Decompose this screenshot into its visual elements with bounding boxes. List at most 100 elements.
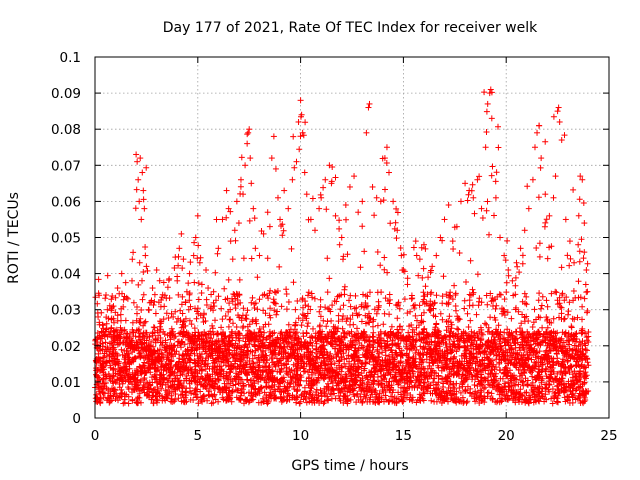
data-point <box>233 198 240 205</box>
data-point <box>145 306 152 313</box>
data-point <box>558 137 565 144</box>
y-tick-label: 0.02 <box>51 339 81 355</box>
data-point <box>137 155 144 162</box>
data-point <box>200 310 207 317</box>
data-point <box>254 274 261 281</box>
data-point <box>332 212 339 219</box>
data-point <box>104 306 111 313</box>
data-point <box>235 220 242 227</box>
data-point <box>225 205 232 212</box>
x-tick-label: 15 <box>395 428 412 444</box>
data-point <box>205 285 212 292</box>
data-point <box>133 151 140 158</box>
x-tick-label: 10 <box>292 428 309 444</box>
data-point <box>166 357 173 364</box>
data-point <box>198 281 205 288</box>
data-point <box>247 155 254 162</box>
data-point <box>531 144 538 151</box>
data-point <box>250 205 257 212</box>
data-point <box>338 234 345 241</box>
data-point <box>398 252 405 259</box>
data-point <box>542 191 549 198</box>
data-point <box>501 252 508 259</box>
data-point <box>120 364 127 371</box>
data-point <box>153 266 160 273</box>
data-point <box>316 205 323 212</box>
data-point <box>420 241 427 248</box>
data-point <box>114 285 121 292</box>
data-point <box>505 266 512 273</box>
data-point <box>529 176 536 183</box>
data-point <box>328 180 335 187</box>
data-point <box>96 292 103 299</box>
x-tick-label: 5 <box>194 428 203 444</box>
data-point <box>433 252 440 259</box>
x-axis-title: GPS time / hours <box>291 458 408 474</box>
data-point-cloud <box>92 89 592 407</box>
data-point <box>311 227 318 234</box>
tick-labels: 0 5 10 15 20 25 0 0.01 0.02 0.03 0.04 0.05 0.06 0.07 0… <box>51 50 618 444</box>
data-point <box>400 266 407 273</box>
data-point <box>579 176 586 183</box>
data-point <box>138 216 145 223</box>
data-point <box>474 176 481 183</box>
data-point <box>180 256 187 263</box>
data-point <box>178 230 185 237</box>
data-point <box>295 118 302 125</box>
y-tick-label: 0.04 <box>51 267 81 283</box>
data-point <box>538 155 545 162</box>
data-point <box>229 256 236 263</box>
data-point <box>223 187 230 194</box>
data-point <box>386 169 393 176</box>
data-point <box>215 245 222 252</box>
data-point <box>550 194 557 201</box>
data-point <box>552 173 559 180</box>
data-point <box>186 270 193 277</box>
data-point <box>363 129 370 136</box>
data-point <box>100 360 107 367</box>
data-point <box>140 187 147 194</box>
data-point <box>246 126 253 133</box>
data-point <box>441 216 448 223</box>
data-point <box>383 144 390 151</box>
axes <box>94 56 610 419</box>
data-point <box>307 216 314 223</box>
data-point <box>326 162 333 169</box>
data-point <box>525 205 532 212</box>
data-point <box>478 205 485 212</box>
data-point <box>303 191 310 198</box>
data-point <box>182 299 189 306</box>
data-point <box>112 350 119 357</box>
x-tick-label: 0 <box>91 428 100 444</box>
data-point <box>412 238 419 245</box>
data-point <box>135 176 142 183</box>
data-point <box>122 317 129 324</box>
data-point <box>449 238 456 245</box>
data-point <box>437 234 444 241</box>
x-tick-label: 20 <box>498 428 515 444</box>
data-point <box>289 176 296 183</box>
data-point <box>336 241 343 248</box>
data-point <box>174 277 181 284</box>
data-point <box>129 277 136 284</box>
data-point <box>143 263 150 270</box>
data-point <box>188 321 195 328</box>
data-point <box>108 324 115 331</box>
data-point <box>359 198 366 205</box>
data-point <box>554 108 561 115</box>
y-tick-label: 0.1 <box>60 50 81 66</box>
y-tick-label: 0.06 <box>51 194 81 210</box>
data-point <box>147 350 154 357</box>
data-point <box>566 238 573 245</box>
y-tick-label: 0 <box>72 411 81 427</box>
data-point <box>219 216 226 223</box>
data-point <box>342 202 349 209</box>
data-point <box>277 216 284 223</box>
y-tick-label: 0.07 <box>51 158 81 174</box>
data-point <box>575 241 582 248</box>
data-point <box>488 115 495 122</box>
data-point <box>462 180 469 187</box>
data-point <box>268 155 275 162</box>
data-point <box>256 252 263 259</box>
